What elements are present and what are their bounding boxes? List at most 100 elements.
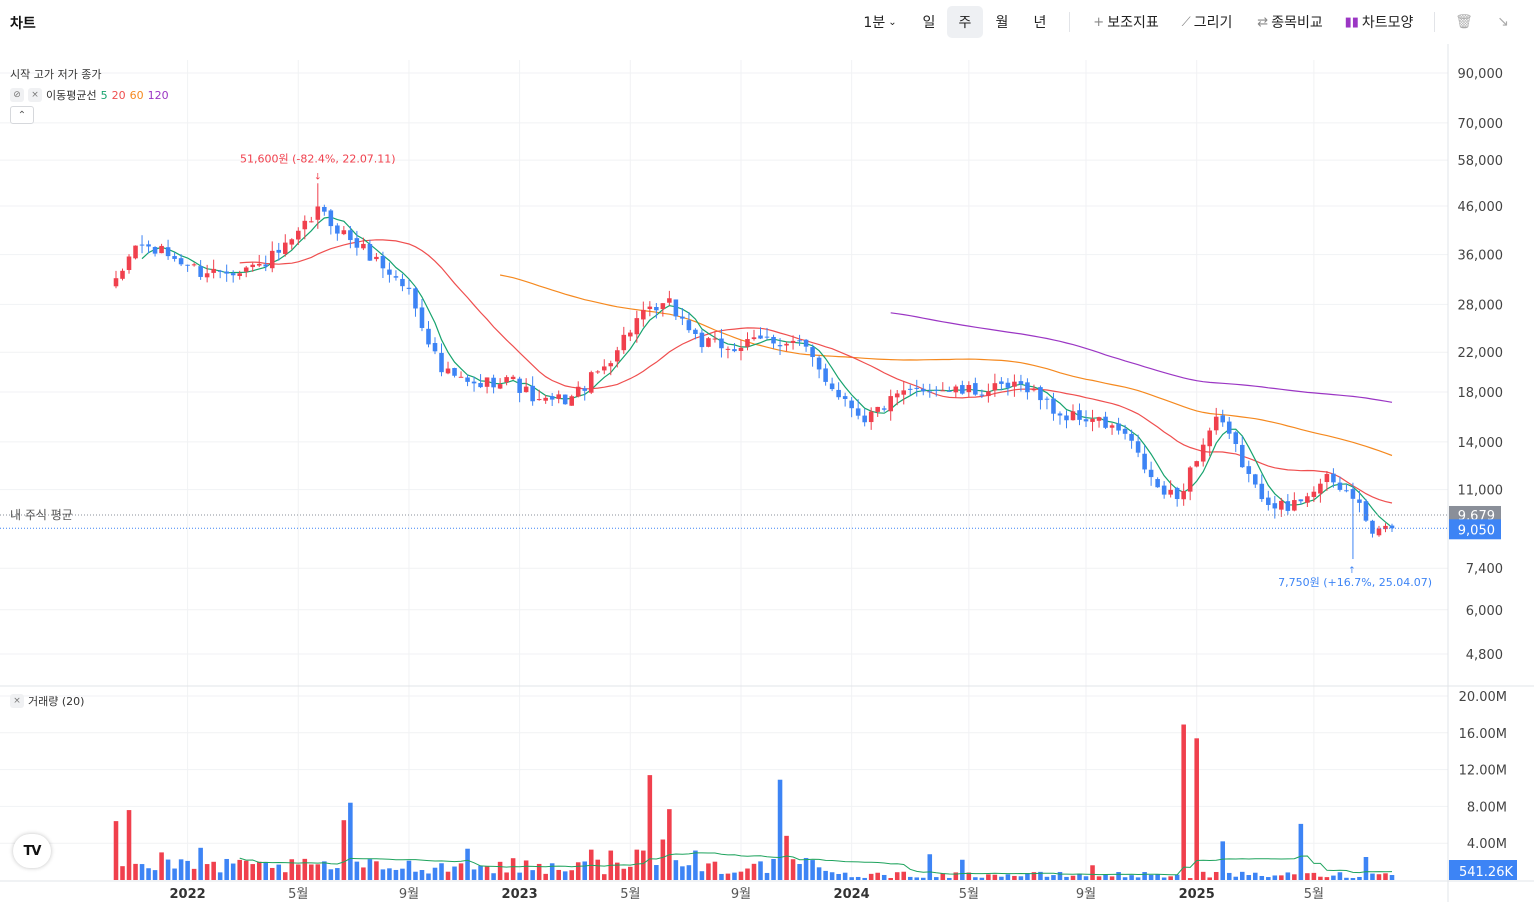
volume-bar bbox=[803, 857, 809, 880]
candle bbox=[146, 240, 151, 254]
candle bbox=[302, 215, 308, 240]
volume-bar bbox=[302, 858, 308, 880]
close-icon[interactable]: × bbox=[10, 694, 24, 708]
candle bbox=[849, 396, 854, 418]
time-tick-label: 5월 bbox=[959, 887, 979, 902]
candle bbox=[458, 371, 464, 378]
candle bbox=[133, 245, 138, 260]
candle bbox=[1285, 494, 1291, 515]
candle bbox=[771, 334, 776, 349]
candle bbox=[979, 389, 985, 399]
candle bbox=[680, 308, 685, 326]
chart-style-button[interactable]: ▮▮ 차트모양 bbox=[1338, 6, 1420, 38]
volume-bar bbox=[139, 864, 145, 880]
volume-bar bbox=[1376, 874, 1382, 880]
volume-bar bbox=[374, 861, 379, 880]
price-tick-label: 7,400 bbox=[1466, 562, 1503, 577]
candle bbox=[914, 379, 920, 397]
volume-axis[interactable]: 20.00M 16.00M 12.00M 8.00M 4.00M 541.26K bbox=[1449, 690, 1517, 880]
drawing-label: 그리기 bbox=[1193, 15, 1233, 31]
candle bbox=[1018, 374, 1024, 392]
volume-bar bbox=[621, 868, 627, 880]
volume-bar bbox=[1031, 872, 1037, 880]
volume-bar bbox=[549, 863, 555, 880]
candle bbox=[628, 329, 633, 342]
tab-week[interactable]: 주 bbox=[947, 6, 983, 38]
volume-bar bbox=[556, 869, 561, 880]
candle bbox=[1122, 424, 1128, 440]
volume-bar bbox=[497, 861, 503, 880]
compare-button[interactable]: ⇄ 종목비교 bbox=[1250, 6, 1330, 38]
candle bbox=[1148, 461, 1154, 486]
candle bbox=[185, 264, 190, 272]
tab-day[interactable]: 일 bbox=[922, 15, 936, 31]
volume-bar bbox=[269, 867, 275, 880]
volume-bar bbox=[445, 871, 451, 880]
trash-icon[interactable]: 🗑 bbox=[1455, 14, 1473, 30]
candle bbox=[354, 230, 360, 256]
candle bbox=[966, 381, 972, 398]
volume-bar bbox=[1305, 873, 1310, 880]
divider bbox=[1434, 12, 1435, 32]
candle bbox=[113, 270, 119, 289]
volume-bar bbox=[920, 877, 926, 880]
candle bbox=[751, 329, 757, 341]
volume-bar bbox=[628, 866, 633, 880]
candle bbox=[901, 380, 907, 405]
interval-select[interactable]: 1분 ⌄ bbox=[852, 6, 908, 38]
volume-bar bbox=[165, 859, 171, 880]
volume-bar bbox=[1174, 874, 1180, 880]
candle bbox=[1370, 519, 1375, 538]
interval-label: 1분 bbox=[863, 15, 886, 31]
tab-year[interactable]: 년 bbox=[1033, 15, 1047, 31]
candle bbox=[1350, 482, 1356, 560]
eye-off-icon[interactable]: ⊘ bbox=[10, 88, 24, 102]
volume-bar bbox=[335, 868, 340, 880]
candle bbox=[243, 265, 249, 278]
volume-bar bbox=[699, 871, 705, 880]
tab-month[interactable]: 월 bbox=[995, 15, 1009, 31]
candle bbox=[263, 255, 269, 272]
candle bbox=[367, 239, 373, 261]
candle bbox=[1272, 495, 1278, 519]
candle bbox=[875, 406, 880, 417]
candle bbox=[1279, 497, 1284, 517]
volume-bar bbox=[217, 872, 223, 880]
volume-bar bbox=[1051, 875, 1056, 880]
time-axis[interactable]: 2022 5월 9월 2023 5월 9월 2024 5월 9월 2025 5월 bbox=[170, 887, 1324, 902]
volume-bar bbox=[829, 872, 835, 880]
ma-legend: ⊘ × 이동평균선 5 20 60 120 bbox=[10, 87, 169, 103]
candle bbox=[986, 383, 991, 403]
volume-bar bbox=[191, 868, 197, 880]
arrow-up-icon: ↑ bbox=[1348, 566, 1356, 576]
volume-bar bbox=[1344, 877, 1349, 880]
candle bbox=[341, 226, 347, 236]
candle bbox=[1187, 465, 1193, 501]
volume-bar bbox=[478, 865, 483, 880]
volume-bar bbox=[1298, 823, 1304, 880]
volume-bar bbox=[419, 870, 425, 880]
candle bbox=[543, 395, 548, 404]
candle bbox=[426, 321, 431, 348]
volume-bar bbox=[120, 866, 125, 880]
candle bbox=[927, 383, 933, 398]
legend-collapse-button[interactable]: ⌃ bbox=[10, 106, 34, 124]
time-tick-label: 5월 bbox=[1304, 887, 1324, 902]
price-axis[interactable]: 90,000 70,000 58,000 46,000 36,000 28,000 22,0… bbox=[1449, 67, 1503, 663]
price-tick-label: 14,000 bbox=[1458, 436, 1504, 451]
candle bbox=[842, 392, 848, 407]
candle bbox=[549, 392, 555, 406]
close-icon[interactable]: × bbox=[28, 88, 42, 102]
collapse-icon[interactable]: ↘ bbox=[1497, 14, 1509, 30]
candle bbox=[1174, 486, 1180, 507]
candle bbox=[282, 234, 288, 257]
volume-bar bbox=[660, 839, 666, 880]
volume-bar bbox=[823, 870, 828, 880]
volume-bar bbox=[1285, 872, 1291, 880]
drawing-button[interactable]: ⟋ 그리기 bbox=[1172, 6, 1242, 38]
indicator-button[interactable]: + 보조지표 bbox=[1086, 6, 1166, 38]
candle bbox=[1161, 481, 1167, 499]
tradingview-logo[interactable]: TV bbox=[13, 834, 51, 868]
price-tick-label: 18,000 bbox=[1458, 386, 1504, 401]
